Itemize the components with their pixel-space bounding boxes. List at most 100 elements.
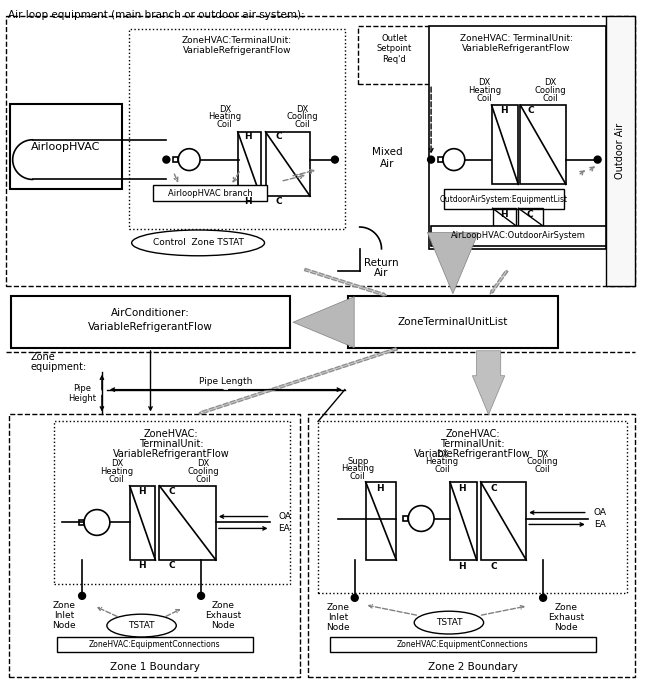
- Text: C: C: [275, 197, 282, 206]
- Text: VariableRefrigerantFlow: VariableRefrigerantFlow: [183, 46, 291, 55]
- Text: Coil: Coil: [350, 473, 365, 482]
- Text: H: H: [138, 487, 145, 496]
- Bar: [492, 208, 516, 226]
- Bar: [266, 132, 310, 197]
- Bar: [403, 516, 408, 521]
- Text: Inlet: Inlet: [328, 613, 348, 622]
- Text: Zone: Zone: [327, 603, 349, 612]
- Text: TSTAT: TSTAT: [435, 618, 462, 627]
- Bar: [238, 132, 260, 197]
- Text: TSTAT: TSTAT: [128, 621, 155, 630]
- Text: Coil: Coil: [477, 93, 492, 102]
- Text: ZoneTerminalUnitList: ZoneTerminalUnitList: [398, 317, 508, 327]
- Bar: [365, 482, 397, 560]
- Text: Req'd: Req'd: [382, 55, 406, 64]
- Text: DX: DX: [544, 78, 556, 86]
- Text: AirConditioner:: AirConditioner:: [111, 308, 190, 318]
- Text: Heating: Heating: [426, 457, 459, 466]
- Bar: [6, 16, 635, 286]
- Text: H: H: [458, 562, 466, 571]
- Text: C: C: [168, 561, 174, 570]
- Text: Pipe Length: Pipe Length: [199, 377, 253, 386]
- Text: Heating: Heating: [341, 464, 375, 473]
- Text: Zone: Zone: [52, 601, 76, 610]
- Text: Outdoor Air: Outdoor Air: [616, 122, 625, 179]
- Circle shape: [428, 156, 435, 163]
- Text: C: C: [527, 210, 533, 219]
- Bar: [79, 520, 84, 525]
- Circle shape: [163, 156, 170, 163]
- Text: H: H: [138, 561, 145, 570]
- Bar: [129, 29, 345, 229]
- Text: OA: OA: [594, 508, 607, 517]
- Text: DX: DX: [111, 459, 123, 468]
- Circle shape: [594, 156, 601, 163]
- Circle shape: [443, 149, 465, 170]
- Circle shape: [84, 509, 110, 536]
- Bar: [8, 415, 300, 677]
- Bar: [518, 208, 543, 226]
- Bar: [444, 190, 564, 209]
- Text: Zone: Zone: [211, 601, 235, 610]
- Text: Air: Air: [375, 268, 389, 277]
- Text: H: H: [376, 484, 384, 493]
- Text: H: H: [458, 484, 466, 493]
- Text: Zone 2 Boundary: Zone 2 Boundary: [428, 662, 518, 672]
- Text: Node: Node: [211, 621, 235, 630]
- Text: VariableRefrigerantFlow: VariableRefrigerantFlow: [113, 449, 229, 459]
- Circle shape: [351, 594, 358, 601]
- Text: DX: DX: [536, 450, 548, 459]
- Text: H: H: [500, 210, 507, 219]
- Text: H: H: [500, 106, 507, 115]
- Text: VariableRefrigerantFlow: VariableRefrigerantFlow: [88, 322, 213, 332]
- Text: Setpoint: Setpoint: [376, 44, 412, 53]
- Bar: [450, 482, 477, 560]
- Text: Cooling: Cooling: [534, 86, 566, 95]
- Text: C: C: [491, 562, 497, 571]
- Text: Coil: Coil: [217, 120, 233, 129]
- Circle shape: [78, 592, 86, 599]
- Bar: [159, 486, 216, 560]
- Text: TerminalUnit:: TerminalUnit:: [139, 439, 203, 449]
- Text: DX: DX: [296, 104, 308, 113]
- Circle shape: [331, 156, 338, 163]
- Text: Coil: Coil: [109, 475, 124, 484]
- Bar: [318, 421, 627, 593]
- Bar: [520, 105, 566, 184]
- Bar: [173, 157, 178, 162]
- Text: ZoneHVAC:EquipmentConnections: ZoneHVAC:EquipmentConnections: [397, 640, 529, 649]
- Bar: [54, 421, 290, 584]
- Bar: [358, 26, 431, 84]
- Text: equipment:: equipment:: [30, 362, 87, 372]
- Circle shape: [540, 594, 546, 601]
- Bar: [429, 26, 606, 249]
- Text: ZoneHVAC:EquipmentConnections: ZoneHVAC:EquipmentConnections: [89, 640, 220, 649]
- Text: Zone: Zone: [555, 603, 577, 612]
- Text: Exhaust: Exhaust: [548, 613, 584, 622]
- Circle shape: [408, 506, 434, 531]
- Text: Heating: Heating: [208, 113, 242, 122]
- Text: Exhaust: Exhaust: [205, 611, 241, 620]
- Bar: [308, 415, 635, 677]
- Text: Zone: Zone: [30, 352, 55, 362]
- Text: VariableRefrigerantFlow: VariableRefrigerantFlow: [462, 44, 571, 53]
- Text: OA: OA: [279, 512, 292, 521]
- Text: Coil: Coil: [195, 475, 211, 484]
- Bar: [438, 157, 443, 162]
- Text: Coil: Coil: [534, 466, 550, 475]
- Bar: [492, 105, 518, 184]
- Text: Node: Node: [326, 623, 350, 632]
- Text: Coil: Coil: [434, 466, 450, 475]
- Text: Cooling: Cooling: [526, 457, 558, 466]
- Text: EA: EA: [279, 524, 290, 533]
- Circle shape: [178, 149, 200, 170]
- Text: Air: Air: [380, 158, 395, 169]
- Text: Pipe
Height: Pipe Height: [68, 384, 96, 403]
- Text: Coil: Coil: [294, 120, 310, 129]
- Text: Node: Node: [554, 623, 578, 632]
- Ellipse shape: [132, 230, 264, 256]
- Text: Air loop equipment (main branch or outdoor air system):: Air loop equipment (main branch or outdo…: [8, 10, 305, 20]
- Text: Node: Node: [52, 621, 76, 630]
- Bar: [11, 296, 290, 348]
- Bar: [348, 296, 558, 348]
